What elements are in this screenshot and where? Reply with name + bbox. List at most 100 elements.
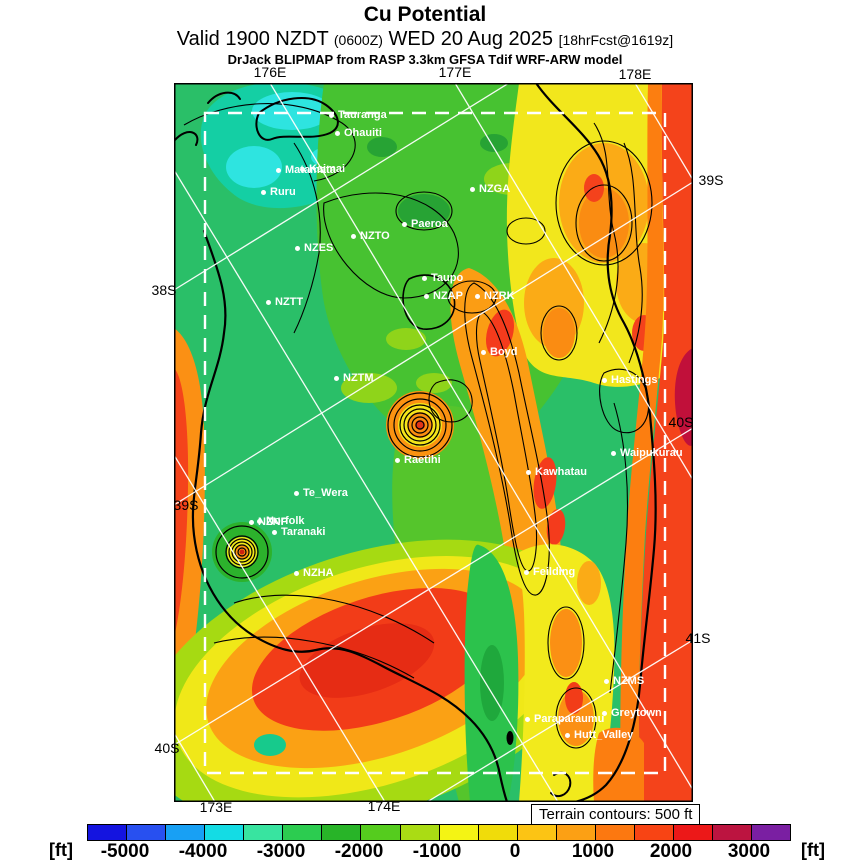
- forecast-run: [18hrFcst@1619z]: [558, 32, 674, 49]
- site-name: Hutt_Valley: [574, 729, 634, 741]
- site-dot: [266, 299, 271, 305]
- site-name: Tauranga: [338, 109, 387, 121]
- site-name: NZAP: [433, 290, 463, 302]
- colorbar-segment: [361, 825, 401, 840]
- site-label-tauranga: Tauranga: [329, 109, 387, 121]
- site-name: NZHA: [303, 567, 334, 579]
- site-label-nzap: NZAP: [424, 290, 463, 302]
- page-title: Cu Potential: [363, 3, 487, 26]
- site-label-feilding: Feilding: [524, 566, 575, 578]
- site-name: NZMS: [613, 675, 645, 687]
- colorbar-segment: [439, 825, 479, 840]
- domain-boundary: [203, 111, 667, 775]
- site-dot: [475, 293, 480, 299]
- colorbar-segment: [322, 825, 362, 840]
- site-label-greytown: Greytown: [602, 707, 662, 719]
- site-name: Waipukurau: [620, 447, 683, 459]
- valid-date: WED 20 Aug 2025: [382, 28, 559, 51]
- graticule: [174, 83, 693, 802]
- colorbar-segment: [88, 825, 128, 840]
- site-label-raetihi: Raetihi: [395, 454, 441, 466]
- site-label-nztm: NZTM: [334, 372, 374, 384]
- site-dot: [422, 275, 427, 281]
- site-dot: [524, 569, 529, 575]
- central-ranges: [450, 268, 566, 629]
- colorbar-segment: [478, 825, 518, 840]
- site-name: NZES: [304, 242, 334, 254]
- site-name: Paraparaumu: [534, 713, 605, 725]
- graticule-label-38s: 38S: [151, 282, 177, 298]
- site-name: NZTO: [360, 230, 390, 242]
- site-name: Ohauiti: [344, 127, 382, 139]
- map-frame: [174, 83, 693, 802]
- site-name: Norfolk: [266, 515, 305, 527]
- graticule-label-40s: 40S: [668, 414, 694, 430]
- colorbar-segment: [595, 825, 635, 840]
- site-dot: [329, 112, 334, 118]
- site-label-nztt: NZTT: [266, 296, 303, 308]
- site-dot: [300, 166, 305, 172]
- site-name: NZRK: [484, 290, 515, 302]
- site-label-hastings: Hastings: [602, 374, 657, 386]
- colorbar: [87, 824, 791, 841]
- site-dot: [334, 375, 339, 381]
- forecast-map: [174, 83, 693, 802]
- graticule-label-40s: 40S: [154, 740, 180, 756]
- valid-time-line: Valid 1900 NZDT (0600Z) WED 20 Aug 2025 …: [0, 28, 850, 51]
- valid-prefix: Valid 1900 NZDT: [176, 28, 334, 51]
- site-name: NZTM: [343, 372, 374, 384]
- colorbar-tick: -3000: [256, 841, 306, 860]
- colorbar-tick: -1000: [412, 841, 462, 860]
- site-dot: [481, 349, 486, 355]
- site-name: Hastings: [611, 374, 658, 386]
- colorbar-segment: [205, 825, 245, 840]
- site-dot: [261, 189, 266, 195]
- site-dot: [602, 377, 607, 383]
- site-dot: [295, 245, 300, 251]
- model-line: DrJack BLIPMAP from RASP 3.3km GFSA Tdif…: [227, 52, 623, 68]
- site-dot: [395, 457, 400, 463]
- site-dot: [272, 529, 277, 535]
- site-label-paraparaumu: Paraparaumu: [525, 713, 604, 725]
- site-label-te_wera: Te_Wera: [294, 487, 348, 499]
- site-dot: [525, 716, 530, 722]
- site-name: NZTT: [275, 296, 304, 308]
- colorbar-tick: 0: [509, 841, 521, 860]
- site-name: Ruru: [270, 186, 296, 198]
- site-name: Boyd: [490, 346, 518, 358]
- graticule-label-178e: 178E: [618, 66, 652, 82]
- site-dot: [424, 293, 429, 299]
- site-name: Taupo: [431, 272, 464, 284]
- site-name: Te_Wera: [303, 487, 348, 499]
- colorbar-segment: [166, 825, 206, 840]
- site-label-nzms: NZMS: [604, 675, 644, 687]
- site-label-norfolk: Norfolk: [257, 515, 305, 527]
- taranaki-rings: [212, 522, 272, 582]
- site-label-ruru: Ruru: [261, 186, 296, 198]
- site-name: Taranaki: [281, 526, 326, 538]
- zulu-time: (0600Z): [333, 32, 383, 49]
- graticule-label-174e: 174E: [367, 798, 401, 814]
- site-name: NZGA: [479, 183, 511, 195]
- site-label-nzes: NZES: [295, 242, 333, 254]
- colorbar-segment: [634, 825, 674, 840]
- site-label-ohauiti: Ohauiti: [335, 127, 382, 139]
- site-label-hutt_valley: Hutt_Valley: [565, 729, 633, 741]
- title-block: Cu Potential Valid 1900 NZDT (0600Z) WED…: [0, 0, 850, 68]
- colorbar-segment: [517, 825, 557, 840]
- colorbar-segment: [283, 825, 323, 840]
- colorbar-unit-left: [ft]: [49, 840, 73, 860]
- site-label-nzrk: NZRK: [475, 290, 515, 302]
- graticule-label-39s: 39S: [173, 497, 199, 513]
- site-dot: [257, 518, 262, 524]
- site-name: NZNP: [258, 516, 288, 528]
- site-label-nzto: NZTO: [351, 230, 390, 242]
- graticule-label-173e: 173E: [199, 799, 233, 815]
- site-label-nznp: NZNP: [249, 516, 288, 528]
- site-dot: [526, 469, 531, 475]
- site-label-kaimai: Kaimai: [300, 163, 345, 175]
- site-name: Raetihi: [404, 454, 441, 466]
- site-dot: [565, 732, 570, 738]
- site-label-boyd: Boyd: [481, 346, 518, 358]
